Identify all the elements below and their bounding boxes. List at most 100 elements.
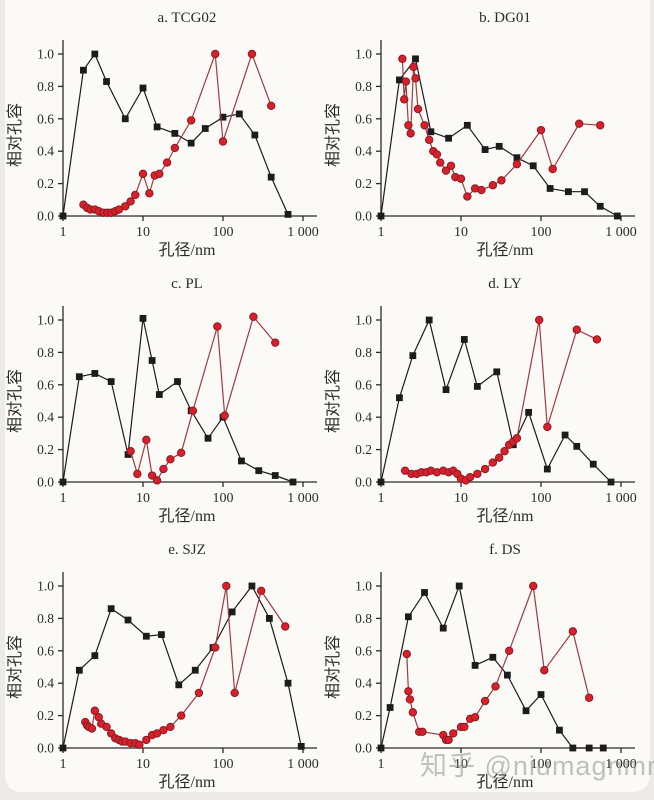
chart-svg-b: 0.0 0.2 0.4 0.6 0.8 1.0 1 10 100 1 000 b. DG01 孔径/n… (324, 10, 637, 259)
square-marker (425, 316, 433, 324)
chart-title: d. LY (488, 276, 522, 292)
square-series (59, 582, 305, 752)
x-axis-label: 孔径/nm (159, 241, 216, 259)
circle-marker (401, 77, 411, 86)
square-marker (80, 66, 87, 74)
square-marker (289, 478, 297, 486)
y-tick-label: 0.6 (37, 111, 54, 126)
circle-marker (529, 581, 538, 591)
circle-marker (408, 708, 418, 717)
square-marker (148, 357, 156, 364)
square-marker (396, 76, 403, 84)
square-marker (585, 744, 593, 752)
square-marker (439, 624, 447, 632)
square-marker (75, 373, 83, 381)
x-tick-label: 100 (213, 491, 234, 506)
y-tick-label: 0.8 (355, 79, 372, 94)
circle-marker (480, 464, 490, 474)
x-tick-label: 1 000 (287, 757, 319, 772)
chart-e: 0.0 0.2 0.4 0.6 0.8 1.0 1 10 100 1 000 e. SJZ 孔径/nm… (6, 542, 319, 791)
y-tick-label: 1.0 (355, 313, 372, 328)
y-axis-label: 相对孔容 (324, 635, 342, 699)
chart-f: 0.0 0.2 0.4 0.6 0.8 1.0 1 10 100 1 000 f. DS 孔径/nm 相… (324, 542, 637, 791)
axes (58, 572, 317, 753)
circle-marker (473, 469, 482, 479)
circle-marker (404, 687, 413, 696)
square-marker (59, 212, 67, 220)
square-marker (248, 582, 256, 590)
y-tick-label: 0.0 (355, 209, 372, 224)
y-tick-label: 0.0 (37, 475, 54, 490)
circle-series-line (130, 315, 276, 482)
y-tick-label: 0.6 (37, 377, 54, 392)
y-axis-label: 相对孔容 (6, 635, 24, 699)
circle-series (398, 54, 605, 201)
circle-marker (413, 104, 423, 114)
circle-marker (222, 581, 231, 591)
square-marker (139, 84, 147, 92)
square-marker (412, 55, 419, 63)
circle-marker (249, 312, 258, 321)
circle-marker (470, 713, 480, 722)
square-marker (155, 391, 163, 398)
circle-marker (176, 711, 186, 720)
chart-panel-e: 0.0 0.2 0.4 0.6 0.8 1.0 1 10 100 1 000 e. SJZ 孔径/nm… (5, 534, 332, 800)
x-axis-label: 孔径/nm (477, 507, 534, 525)
circle-marker (126, 447, 135, 456)
chart-svg-c: 0.0 0.2 0.4 0.6 0.8 1.0 1 10 100 1 000 c. PL 孔径/nm 相… (6, 276, 319, 525)
circle-marker (166, 722, 175, 732)
y-tick-label: 0.4 (37, 410, 54, 425)
square-marker (201, 125, 209, 132)
y-tick-label: 0.8 (37, 79, 54, 94)
circle-marker (162, 158, 172, 167)
square-series (59, 314, 297, 486)
x-tick-label: 100 (213, 225, 234, 240)
circle-marker (424, 135, 434, 145)
y-tick-label: 0.2 (355, 708, 372, 723)
x-tick-label: 1 (60, 491, 67, 506)
circle-marker (497, 176, 506, 185)
square-marker (204, 434, 212, 442)
square-marker (121, 115, 129, 123)
square-marker (513, 154, 521, 162)
circle-marker (504, 646, 514, 656)
square-marker (503, 671, 511, 679)
x-tick-label: 1 (378, 225, 385, 240)
square-marker (525, 408, 533, 416)
x-tick-label: 10 (136, 757, 150, 772)
circle-series-line (401, 58, 601, 198)
x-tick-label: 10 (136, 225, 150, 240)
y-tick-label: 0.4 (37, 144, 54, 159)
square-marker (460, 336, 468, 343)
y-tick-label: 0.4 (355, 676, 372, 691)
circle-marker (281, 622, 290, 631)
x-tick-label: 1 (60, 225, 67, 240)
square-marker (396, 394, 403, 402)
circle-marker (402, 649, 411, 659)
circle-marker (456, 174, 466, 183)
square-marker (537, 691, 545, 698)
square-marker (284, 679, 292, 687)
chart-d: 0.0 0.2 0.4 0.6 0.8 1.0 1 10 100 1 000 d. LY 孔径/nm 相… (324, 276, 637, 525)
square-marker (187, 139, 195, 147)
square-marker (91, 652, 99, 660)
circle-marker (535, 315, 544, 325)
x-tick-label: 1 (60, 757, 67, 772)
square-marker (142, 632, 150, 640)
square-marker (442, 386, 450, 394)
circle-marker (159, 464, 168, 474)
circle-marker (446, 161, 456, 170)
chart-a: 0.0 0.2 0.4 0.6 0.8 1.0 1 10 100 1 000 a. TCG02 孔径/… (6, 10, 319, 259)
circle-marker (135, 740, 144, 749)
chart-svg-a: 0.0 0.2 0.4 0.6 0.8 1.0 1 10 100 1 000 a. TCG02 孔径/… (6, 10, 319, 259)
circle-marker (102, 722, 111, 732)
circle-marker (512, 159, 522, 169)
circle-marker (138, 169, 148, 179)
square-marker (377, 478, 385, 486)
square-marker (404, 613, 412, 621)
x-tick-label: 1 (378, 491, 385, 506)
square-marker (377, 744, 385, 752)
square-marker (265, 615, 273, 622)
x-tick-label: 10 (136, 491, 150, 506)
y-tick-label: 0.2 (37, 442, 54, 457)
